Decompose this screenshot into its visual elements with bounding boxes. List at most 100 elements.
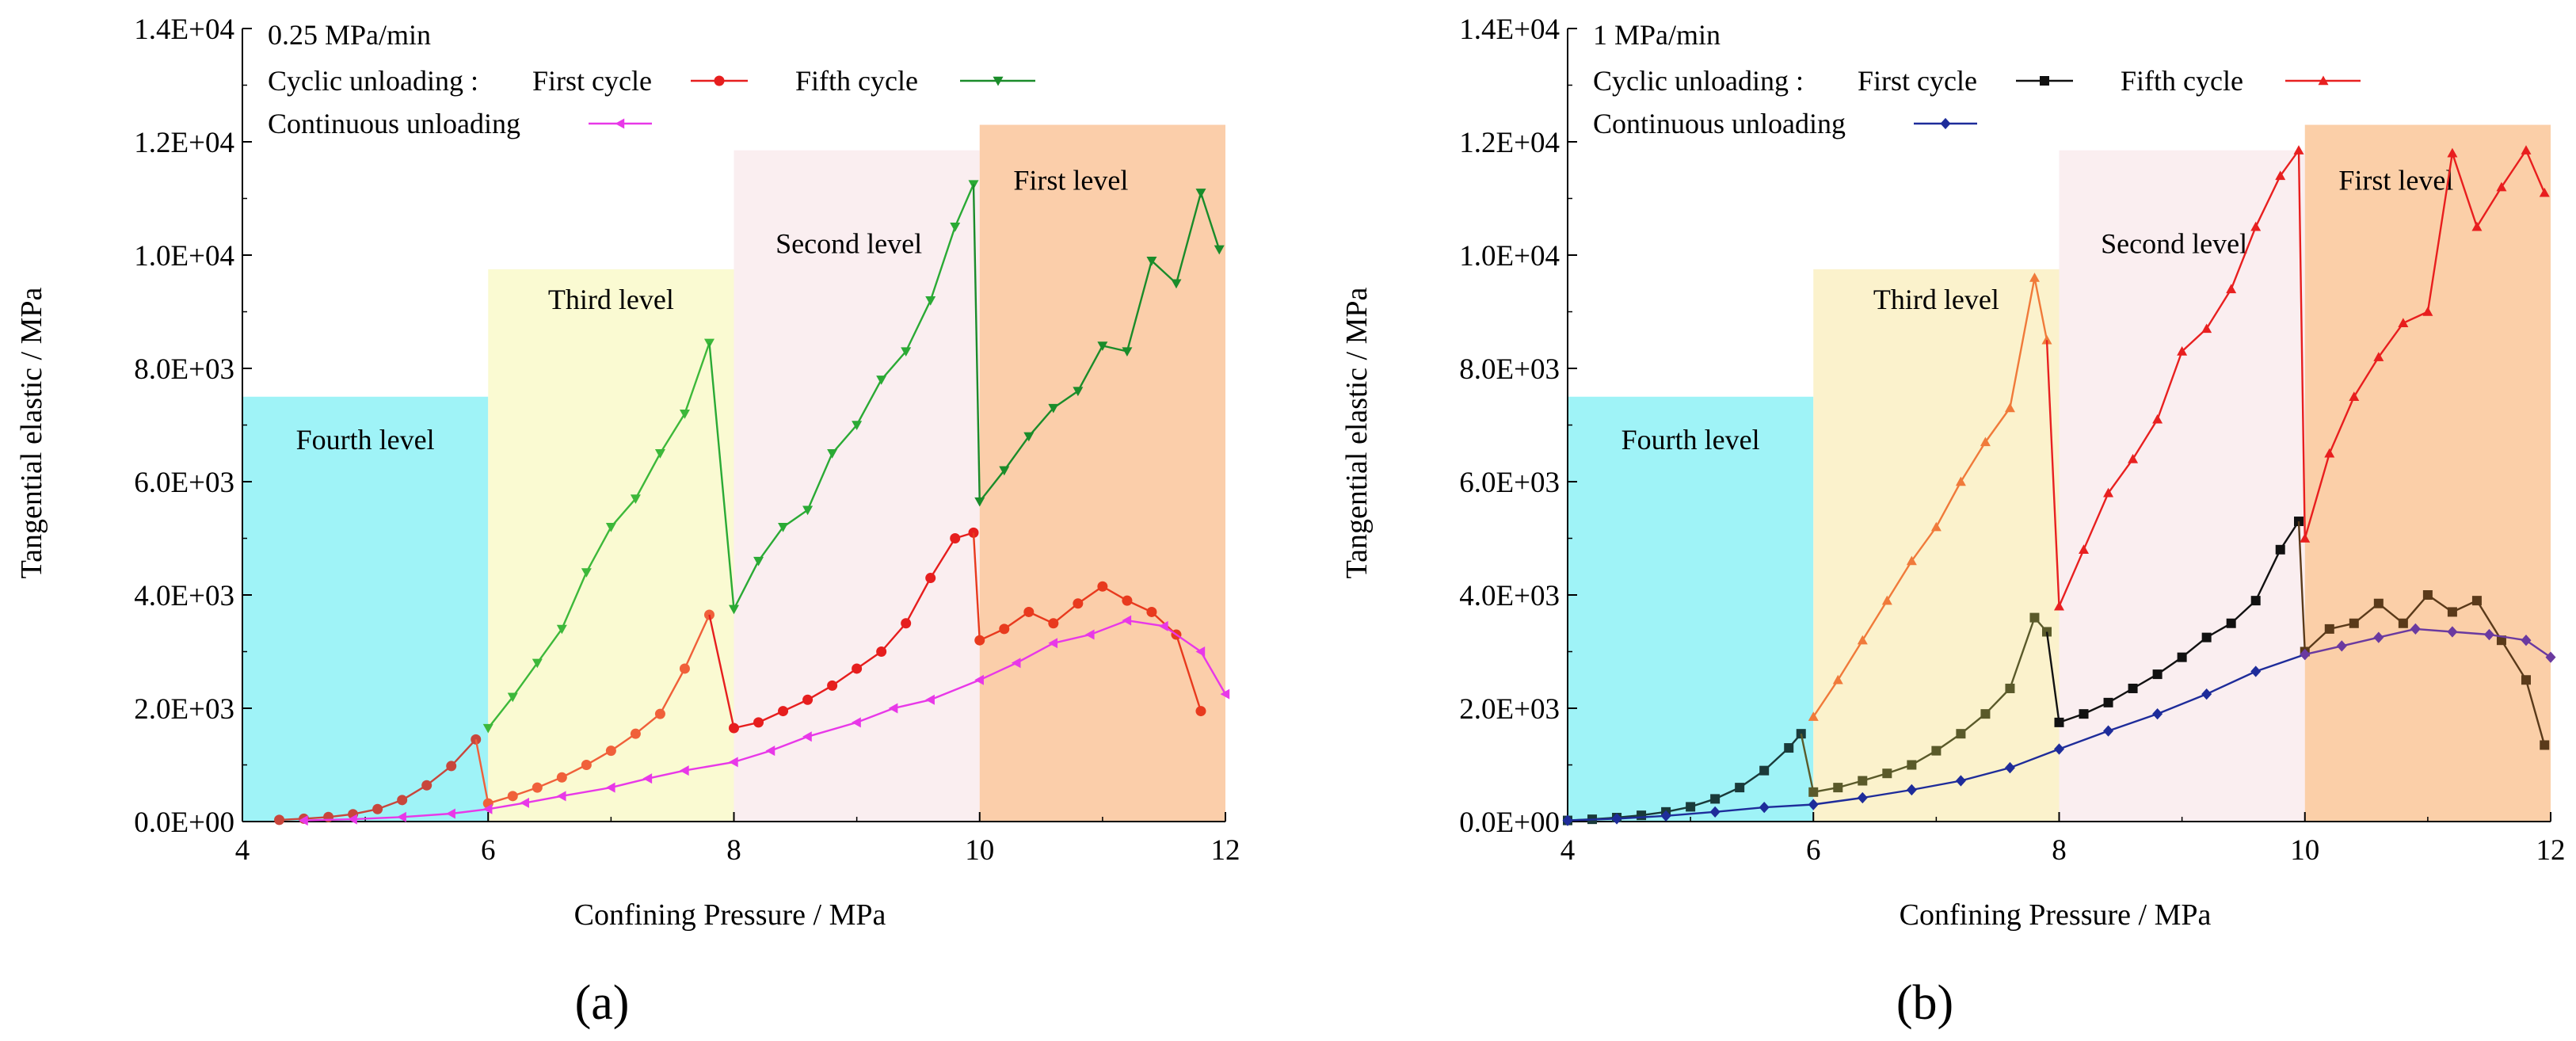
data-point: [446, 808, 455, 819]
y-tick-label: 8.0E+03: [134, 353, 234, 386]
level-region-second-level: [734, 150, 980, 822]
data-point: [1214, 245, 1225, 255]
panel-label: (a): [575, 976, 630, 1030]
data-point: [630, 728, 641, 739]
data-point: [2447, 607, 2457, 617]
data-point: [2324, 623, 2334, 634]
data-point: [1220, 688, 1230, 700]
data-point: [1956, 729, 1966, 739]
level-label: Fourth level: [1621, 424, 1760, 456]
data-point: [876, 646, 887, 657]
series-line: [2304, 627, 2551, 658]
y-tick-label: 4.0E+03: [1459, 580, 1560, 612]
x-tick-label: 12: [1211, 834, 1240, 867]
series-first-cycle: [274, 527, 1206, 826]
data-point: [2300, 648, 2311, 661]
level-label: Third level: [1873, 284, 1999, 315]
data-point: [532, 782, 543, 793]
series-connector: [972, 532, 981, 641]
data-point: [1023, 606, 1035, 617]
data-point: [2483, 628, 2494, 641]
data-point: [2275, 544, 2285, 555]
data-point: [1611, 813, 1622, 825]
x-tick-label: 4: [1560, 834, 1576, 867]
data-point: [1833, 783, 1843, 793]
data-point: [765, 745, 775, 757]
level-label: First level: [1013, 165, 1128, 196]
y-tick-label: 1.2E+04: [134, 127, 234, 159]
data-point: [778, 523, 789, 532]
data-point: [2128, 453, 2139, 463]
level-region-fourth-level: [1568, 396, 1814, 822]
data-point: [1048, 638, 1058, 649]
data-point: [1122, 615, 1132, 626]
x-axis-title: Confining Pressure / MPa: [1900, 898, 2212, 932]
series-line: [487, 614, 711, 805]
data-point: [1073, 598, 1084, 609]
data-point: [2201, 632, 2212, 643]
data-point: [950, 533, 961, 543]
series-connector: [708, 342, 735, 609]
data-point: [2128, 683, 2138, 693]
level-region-fourth-level: [242, 396, 489, 822]
data-point: [654, 708, 665, 719]
legend-label: Continuous unloading: [268, 108, 520, 139]
data-point: [1084, 629, 1095, 640]
data-point: [827, 449, 838, 459]
data-point: [1171, 279, 1182, 289]
data-point: [1709, 806, 1721, 818]
data-point: [802, 505, 814, 516]
series-connector: [2297, 520, 2306, 652]
data-point: [348, 814, 357, 825]
data-point: [2496, 635, 2506, 646]
y-tick-label: 1.2E+04: [1459, 127, 1560, 159]
x-tick-label: 8: [726, 834, 741, 867]
data-point: [1759, 765, 1770, 776]
chart-panel-a: Fourth level Third level Second level First…: [15, 13, 1240, 1030]
data-point: [1097, 341, 1108, 351]
data-point: [2275, 170, 2286, 181]
data-point: [999, 466, 1010, 476]
level-label: Second level: [775, 228, 922, 260]
data-point: [1048, 618, 1059, 629]
data-point: [274, 814, 285, 826]
legend-label: Fifth cycle: [795, 65, 918, 97]
data-point: [1097, 581, 1108, 592]
data-point: [2293, 145, 2304, 154]
series-line: [1567, 653, 2306, 822]
data-point: [654, 449, 665, 459]
data-point: [2410, 623, 2421, 635]
data-point: [2447, 626, 2458, 638]
level-region-third-level: [488, 269, 734, 822]
data-point: [2447, 147, 2458, 158]
data-point: [2201, 688, 2212, 700]
y-tick-label: 0.0E+00: [1459, 806, 1560, 839]
data-point: [1660, 810, 1671, 822]
data-point: [482, 803, 493, 814]
data-point: [2226, 284, 2237, 294]
data-point: [974, 497, 985, 507]
data-point: [2029, 612, 2040, 623]
series-first-cycle: [1563, 517, 2550, 826]
data-point: [888, 703, 898, 714]
data-point: [950, 223, 961, 232]
x-tick-label: 4: [235, 834, 250, 867]
series-fifth-cycle: [1808, 145, 2550, 721]
data-point: [999, 623, 1010, 635]
data-point: [1759, 801, 1770, 814]
data-point: [520, 797, 529, 808]
data-point: [679, 765, 689, 776]
legend-marker: [2040, 76, 2049, 86]
data-point: [729, 604, 739, 615]
data-point: [1857, 635, 1868, 645]
data-point: [2226, 618, 2236, 628]
data-point: [446, 761, 457, 772]
data-point: [1122, 595, 1133, 606]
series-line: [487, 342, 711, 729]
series-connector: [708, 614, 735, 729]
x-tick-label: 12: [2536, 834, 2566, 867]
rate-label: 0.25 MPa/min: [268, 19, 431, 51]
x-tick-label: 6: [1806, 834, 1821, 867]
legend-prefix: Cyclic unloading :: [268, 65, 478, 97]
